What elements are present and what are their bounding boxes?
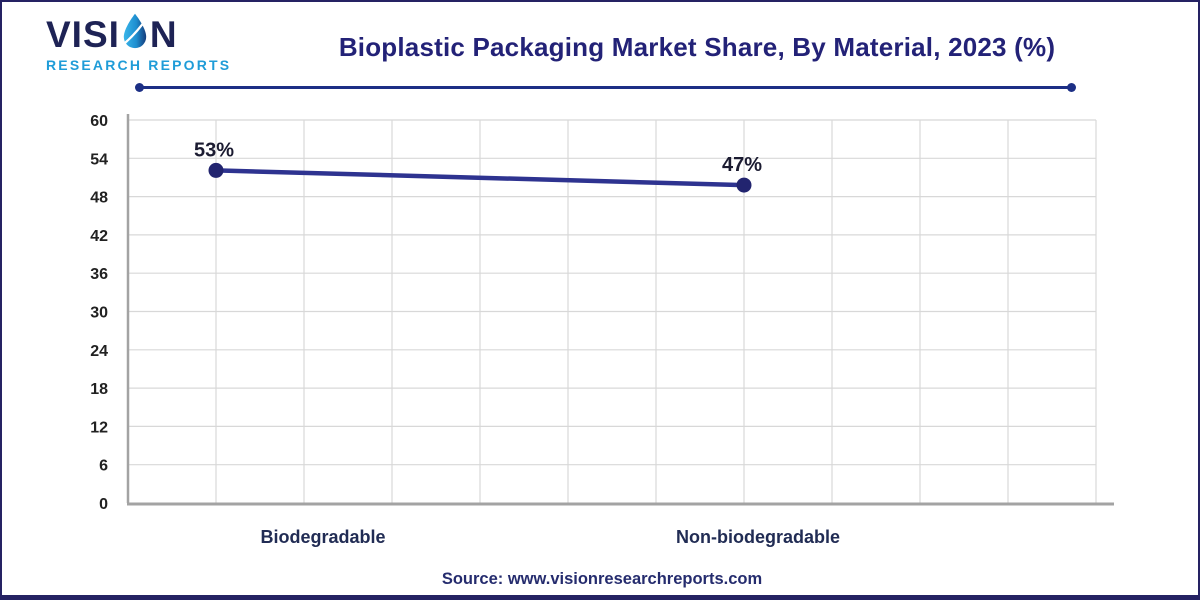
logo-droplet-icon [122, 13, 149, 49]
series-line [213, 168, 747, 188]
logo: VISI N RESEARCH REPORTS [46, 13, 232, 73]
logo-tagline: RESEARCH REPORTS [46, 57, 232, 73]
y-tick-label-24: 24 [90, 343, 108, 360]
y-tick-label-0: 0 [99, 496, 108, 513]
y-tick-label-60: 60 [90, 113, 108, 130]
x-category-label-biodegradable: Biodegradable [260, 527, 385, 547]
y-tick-label-36: 36 [90, 266, 108, 283]
y-tick-label-18: 18 [90, 381, 108, 398]
logo-text-left: VISI [46, 13, 120, 55]
y-tick-label-54: 54 [90, 151, 108, 168]
logo-text-right: N [149, 13, 178, 55]
data-point-biodegradable [208, 162, 224, 178]
data-label-biodegradable: 53% [194, 139, 234, 161]
logo-wordmark: VISI N [46, 13, 231, 55]
chart-title: Bioplastic Packaging Market Share, By Ma… [338, 32, 1056, 62]
y-tick-label-42: 42 [90, 228, 108, 245]
y-tick-label-48: 48 [90, 190, 108, 207]
y-tick-label-6: 6 [99, 458, 108, 475]
horizontal-gridlines [128, 119, 1096, 466]
source-text: Source: www.visionresearchreports.com [441, 570, 763, 588]
y-tick-label-12: 12 [90, 419, 108, 436]
title-underline [135, 83, 1076, 92]
y-tick-label-30: 30 [90, 305, 108, 322]
x-category-label-non-biodegradable: Non-biodegradable [676, 527, 840, 547]
data-point-non-biodegradable [736, 177, 752, 193]
data-label-non-biodegradable: 47% [722, 154, 762, 176]
